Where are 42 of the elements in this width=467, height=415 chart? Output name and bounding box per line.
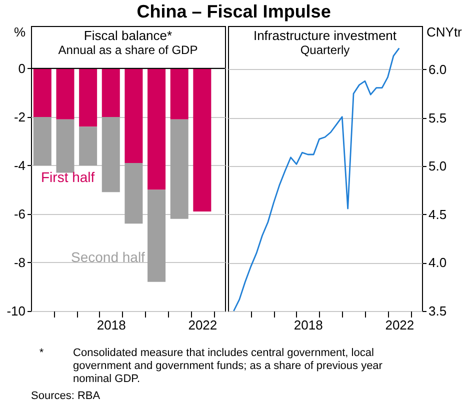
bar (124, 68, 143, 164)
x-tick-label: 2018 (294, 318, 323, 332)
bar (33, 68, 52, 117)
bar (79, 126, 98, 166)
y-axis-title: CNYtr (426, 24, 463, 40)
bar (56, 119, 74, 173)
y-tick-label: 3.5 (428, 304, 447, 318)
text: First half (41, 169, 95, 185)
y-axis-title: % (14, 24, 26, 40)
chart-subtitle: Infrastructure investment (253, 28, 397, 43)
bar (79, 68, 98, 127)
x-tick-label: 2018 (96, 318, 126, 332)
y-tick-label: 6.0 (428, 62, 447, 77)
bar (148, 190, 166, 282)
chart-title: China – Fiscal Impulse (136, 2, 331, 22)
y-tick-label: -4 (14, 158, 26, 173)
bar (33, 116, 52, 166)
bar (170, 68, 188, 120)
bar (56, 68, 74, 120)
bar (170, 119, 188, 219)
annotation: Annual as a share of GDP (58, 43, 198, 57)
y-tick-label: 4.5 (428, 206, 447, 222)
y-tick-label: -2 (14, 109, 26, 124)
bar (193, 68, 212, 212)
bar (102, 116, 120, 192)
x-tick-label: 2022 (188, 318, 218, 332)
bar (102, 68, 120, 117)
bar (148, 68, 166, 190)
series-label: Second half (71, 249, 146, 265)
x-tick-label: 2022 (385, 318, 414, 332)
source-note: Sources: RBA (31, 390, 101, 402)
y-tick-label: -8 (14, 254, 26, 270)
chart-subtitle: Fiscal balance* (84, 28, 172, 43)
y-tick-label: 4.0 (428, 255, 447, 270)
y-tick-label: -6 (14, 206, 26, 222)
y-tick-label: 5.5 (428, 110, 447, 126)
bar (124, 163, 143, 224)
text: * Consolidated measure that includes central government, local government and government funds; as a share of previous year nominal GDP. (39, 347, 382, 385)
annotation: Quarterly (300, 43, 350, 57)
y-tick-label: 5.0 (428, 158, 447, 174)
y-tick-label: 0 (18, 60, 26, 76)
y-tick-label: -10 (6, 304, 26, 318)
